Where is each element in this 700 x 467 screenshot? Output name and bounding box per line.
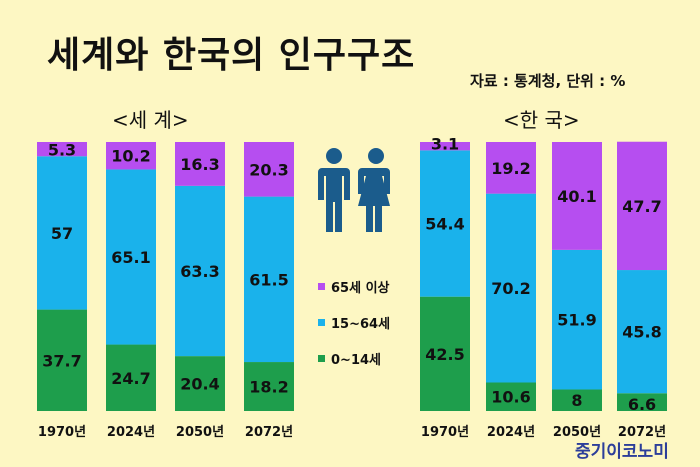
legend-swatch-working	[318, 318, 325, 326]
bar-segment-senior	[175, 142, 225, 186]
data-label: 40.1	[557, 187, 596, 206]
bar-segment-working	[486, 193, 536, 383]
bar-segment-senior	[106, 142, 156, 170]
data-label: 47.7	[622, 197, 661, 216]
bar-segment-senior	[486, 142, 536, 194]
category-label: 1970년	[421, 425, 469, 440]
data-label: 16.3	[180, 155, 219, 174]
data-label: 42.5	[425, 345, 464, 364]
data-label: 70.2	[491, 279, 530, 298]
legend-item-working: 15~64세	[318, 304, 390, 340]
bar-segment-senior	[420, 142, 470, 151]
people-icon-group	[312, 146, 398, 236]
category-label: 1970년	[38, 425, 86, 440]
bar-segment-child	[617, 393, 667, 411]
data-label: 19.2	[491, 159, 530, 178]
data-label: 51.9	[557, 311, 596, 330]
legend-label: 0~14세	[331, 352, 381, 368]
data-label: 63.3	[180, 262, 219, 281]
bar-segment-child	[244, 362, 294, 411]
bar-segment-child	[486, 382, 536, 411]
data-label: 65.1	[111, 248, 150, 267]
data-label: 57	[51, 224, 73, 243]
data-label: 20.4	[180, 375, 219, 394]
bar-segment-senior	[552, 142, 602, 250]
data-label: 18.2	[249, 378, 288, 397]
data-label: 6.6	[628, 395, 656, 414]
data-label: 20.3	[249, 160, 288, 179]
legend-label: 15~64세	[331, 316, 391, 332]
category-label: 2050년	[553, 425, 601, 440]
data-label: 10.6	[491, 388, 530, 407]
category-label: 2072년	[618, 425, 666, 440]
bar-segment-child	[106, 344, 156, 411]
bar-segment-working	[106, 169, 156, 345]
world-group-label: <세 계>	[112, 108, 189, 132]
bar-segment-child	[37, 309, 87, 411]
source-note: 자료 : 통계청, 단위 : %	[470, 72, 626, 90]
data-label: 10.2	[111, 147, 150, 166]
female-figure-icon	[358, 148, 390, 232]
bar-segment-working	[175, 185, 225, 357]
data-label: 61.5	[249, 270, 288, 289]
bar-segment-child	[552, 389, 602, 411]
bar-segment-working	[37, 156, 87, 310]
legend-swatch-senior	[318, 282, 325, 290]
data-label: 54.4	[425, 215, 464, 234]
bar-segment-working	[420, 150, 470, 297]
korea-group-label: <한 국>	[503, 108, 580, 132]
bar-segment-working	[617, 270, 667, 394]
data-label: 8	[571, 391, 582, 410]
data-label: 5.3	[48, 140, 76, 159]
category-label: 2050년	[176, 425, 224, 440]
category-label: 2072년	[245, 425, 293, 440]
male-figure-icon	[318, 148, 350, 232]
legend-label: 65세 이상	[331, 280, 390, 296]
legend-item-senior: 65세 이상	[318, 268, 390, 304]
page-title: 세계와 한국의 인구구조	[47, 35, 416, 76]
data-label: 24.7	[111, 369, 150, 388]
legend: 65세 이상 15~64세 0~14세	[318, 268, 390, 376]
category-label: 2024년	[107, 425, 155, 440]
category-label: 2024년	[487, 425, 535, 440]
legend-swatch-child	[318, 354, 325, 362]
data-label: 3.1	[431, 134, 459, 153]
bar-segment-senior	[244, 142, 294, 197]
bar-segment-child	[175, 356, 225, 411]
bar-segment-child	[420, 296, 470, 411]
brand-logo: 중기이코노미	[575, 442, 669, 462]
bar-segment-working	[244, 196, 294, 363]
bar-segment-working	[552, 249, 602, 390]
data-label: 45.8	[622, 323, 661, 342]
data-label: 37.7	[42, 351, 81, 370]
bar-segment-senior	[617, 141, 667, 271]
bar-segment-senior	[37, 142, 87, 157]
legend-item-child: 0~14세	[318, 340, 390, 376]
